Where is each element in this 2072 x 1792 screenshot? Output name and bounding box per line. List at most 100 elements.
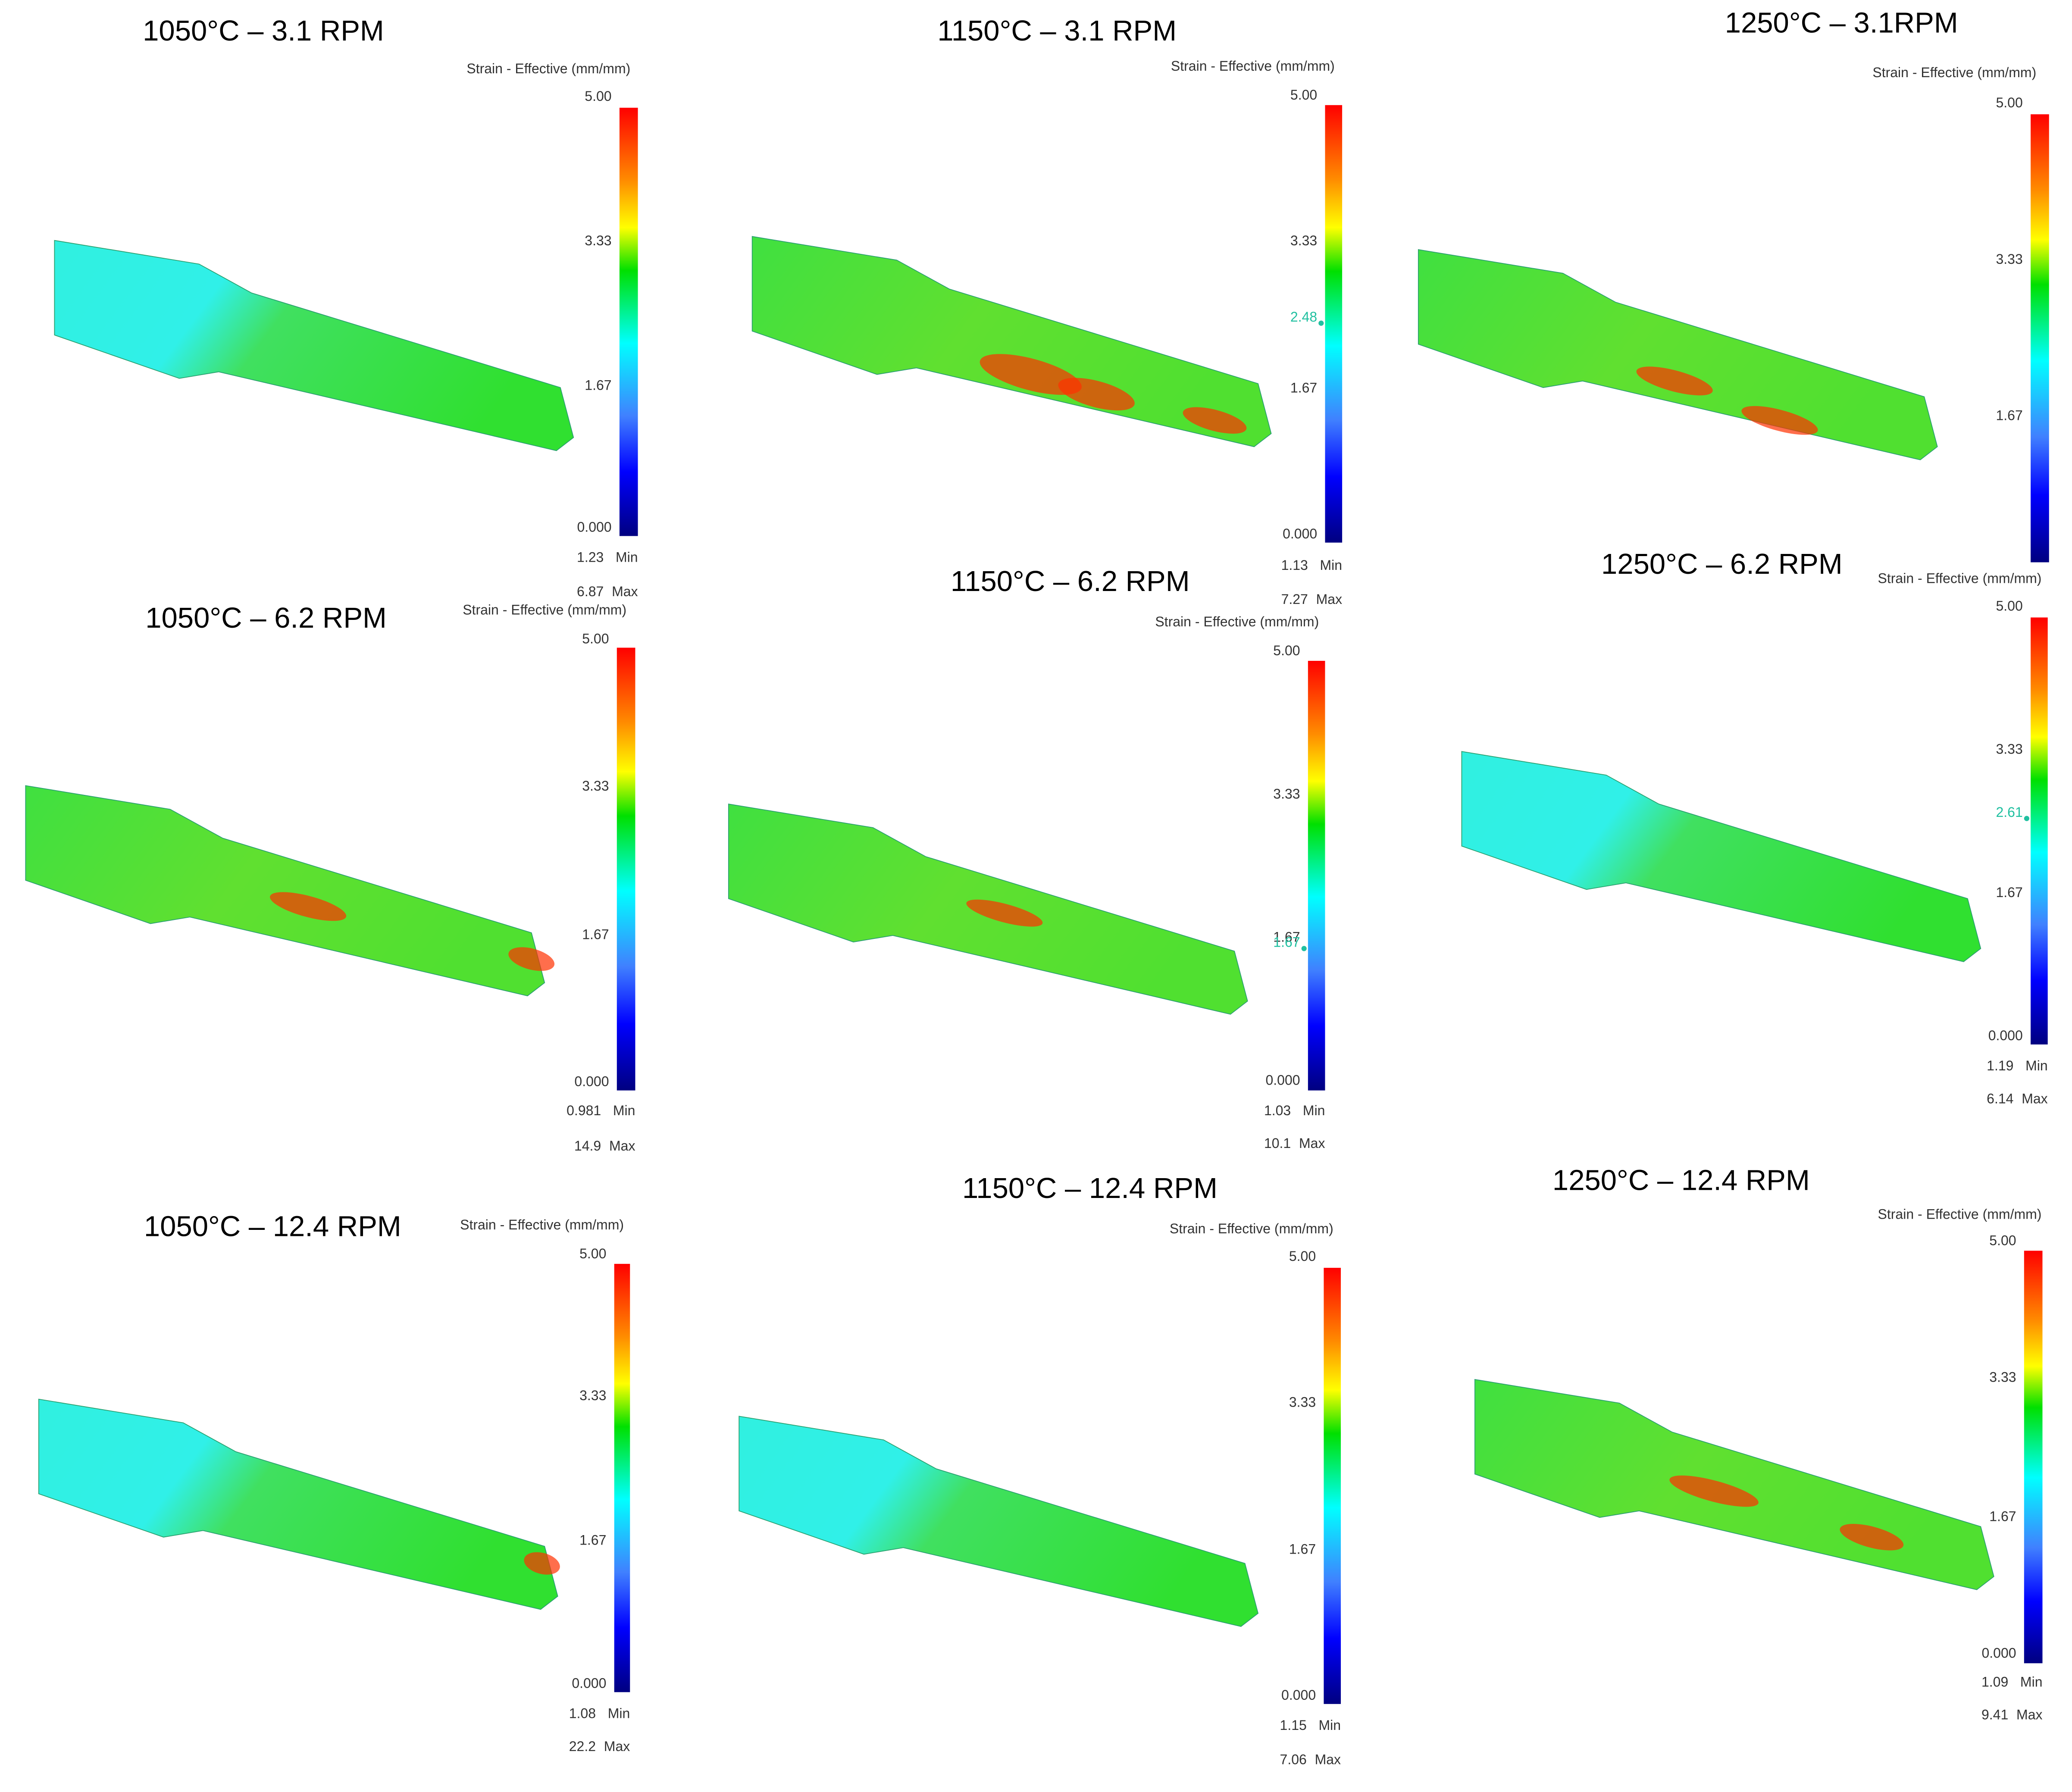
max-label: Max (609, 1138, 635, 1154)
min-label: Min (613, 1103, 635, 1118)
legend-title: Strain - Effective (mm/mm) (466, 61, 630, 76)
probe-label: 2.48 (1290, 309, 1317, 325)
scale-label: 1.67 (1290, 380, 1317, 396)
max-label: Max (2022, 1091, 2047, 1106)
hot-spot (1636, 366, 1713, 396)
legend-title: Strain - Effective (mm/mm) (463, 602, 626, 618)
min-label: Min (1318, 1717, 1341, 1733)
scale-label: 0.000 (1981, 1645, 2016, 1661)
hot-spot (1741, 406, 1818, 435)
max-label: Max (2016, 1707, 2042, 1723)
color-bar (1324, 1267, 1341, 1704)
specimen (1474, 1379, 1994, 1590)
legend-title: Strain - Effective (mm/mm) (1872, 65, 2036, 80)
min-value: 1.03 (1264, 1103, 1291, 1118)
scale-label: 5.00 (1289, 1248, 1316, 1264)
min-label: Min (2020, 1674, 2043, 1689)
legend-title: Strain - Effective (mm/mm) (1878, 1207, 2042, 1222)
hot-spot (1840, 1524, 1904, 1551)
scale-label: 0.000 (1283, 526, 1317, 541)
min-value: 1.19 (1987, 1058, 2013, 1073)
max-label: Max (612, 584, 638, 599)
hot-spot (980, 354, 1082, 395)
hot-spot (1058, 378, 1135, 411)
probe-label: 1.67 (1273, 935, 1300, 950)
hot-spot (270, 892, 347, 921)
color-bar (614, 1263, 630, 1692)
panel-title: 1250°C – 3.1RPM (1725, 7, 1958, 39)
max-value: 7.06 (1280, 1751, 1307, 1767)
scale-label: 3.33 (1996, 251, 2023, 267)
scale-label: 1.67 (582, 926, 609, 942)
scale-label: 0.000 (1266, 1073, 1300, 1088)
color-bar (617, 647, 635, 1091)
specimen (751, 236, 1272, 447)
scale-label: 0.000 (577, 519, 612, 535)
specimen (25, 785, 545, 997)
min-label: Min (1303, 1103, 1325, 1118)
hot-spot (508, 947, 555, 971)
color-bar (2024, 1251, 2043, 1664)
min-label: Min (1320, 557, 1343, 573)
panel-title: 1150°C – 3.1 RPM (937, 15, 1177, 47)
scale-label: 5.00 (582, 631, 609, 647)
probe-marker (2024, 816, 2030, 821)
panel-title: 1250°C – 12.4 RPM (1552, 1164, 1810, 1197)
color-bar (1308, 660, 1325, 1091)
scale-label: 0.000 (1988, 1028, 2023, 1043)
panel-title: 1050°C – 6.2 RPM (145, 602, 387, 634)
min-value: 1.08 (569, 1706, 596, 1721)
hot-spot (524, 1552, 560, 1575)
scale-label: 1.67 (1996, 408, 2023, 423)
min-value: 1.15 (1280, 1717, 1307, 1733)
max-value: 6.87 (577, 584, 604, 599)
min-label: Min (608, 1706, 630, 1721)
scale-label: 5.00 (585, 88, 611, 104)
scale-label: 3.33 (1996, 741, 2023, 757)
max-value: 14.9 (574, 1138, 601, 1154)
max-value: 6.14 (1987, 1091, 2013, 1106)
color-bar (2031, 617, 2048, 1045)
panel-title: 1250°C – 6.2 RPM (1601, 548, 1843, 580)
legend-title: Strain - Effective (mm/mm) (1170, 1221, 1333, 1236)
scale-label: 5.00 (1996, 598, 2023, 613)
scale-label: 3.33 (579, 1388, 606, 1403)
scale-label: 5.00 (1273, 643, 1300, 658)
specimen (1418, 249, 1938, 460)
max-label: Max (1299, 1135, 1325, 1151)
max-label: Max (1315, 1751, 1341, 1767)
scale-label: 3.33 (1273, 786, 1300, 801)
specimen (739, 1416, 1259, 1627)
legend-title: Strain - Effective (mm/mm) (1171, 58, 1335, 74)
specimen (54, 240, 574, 451)
scale-label: 3.33 (1289, 1394, 1316, 1410)
scale-label: 5.00 (1989, 1232, 2016, 1248)
hot-spot (1183, 407, 1247, 434)
scale-label: 1.67 (1273, 929, 1300, 944)
max-label: Max (1316, 591, 1342, 607)
color-bar (2031, 114, 2049, 563)
specimen (38, 1398, 558, 1610)
hot-spot (1669, 1475, 1759, 1507)
panel-title: 1050°C – 12.4 RPM (144, 1210, 401, 1242)
scale-label: 1.67 (579, 1532, 606, 1548)
scale-label: 1.67 (585, 377, 611, 393)
min-value: 0.981 (567, 1103, 601, 1118)
legend-title: Strain - Effective (mm/mm) (1155, 614, 1319, 629)
scale-label: 3.33 (1290, 233, 1317, 248)
probe-marker (1301, 946, 1307, 951)
max-value: 22.2 (569, 1739, 596, 1754)
max-value: 10.1 (1264, 1135, 1291, 1151)
scale-label: 5.00 (1996, 95, 2023, 110)
probe-marker (1318, 320, 1324, 326)
scale-label: 0.000 (574, 1074, 609, 1089)
probe-label: 2.61 (1996, 804, 2023, 820)
scale-label: 0.000 (572, 1676, 606, 1691)
scale-label: 0.000 (1281, 1687, 1316, 1703)
scale-label: 5.00 (1290, 87, 1317, 103)
panel-title: 1150°C – 6.2 RPM (951, 565, 1190, 597)
scale-label: 3.33 (585, 233, 611, 248)
legend-title: Strain - Effective (mm/mm) (1878, 570, 2042, 586)
